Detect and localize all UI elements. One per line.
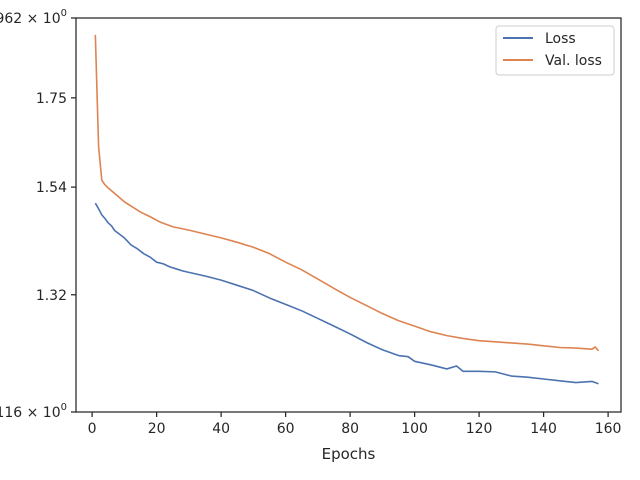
x-tick-label: 140 bbox=[530, 421, 557, 437]
plot-area bbox=[76, 18, 621, 412]
y-tick-label: 1.75 bbox=[36, 91, 67, 107]
legend-label-val-loss: Val. loss bbox=[545, 53, 602, 69]
plot-frame bbox=[75, 17, 622, 413]
y-tick-label: 1.54 bbox=[36, 180, 67, 196]
x-tick-label: 20 bbox=[148, 421, 166, 437]
legend-label-loss: Loss bbox=[545, 31, 576, 47]
x-tick-label: 100 bbox=[401, 421, 428, 437]
y-tick-label: 1.962 × 100 bbox=[0, 8, 67, 27]
series-line-val-loss bbox=[94, 34, 600, 352]
legend: Loss Val. loss bbox=[495, 25, 615, 76]
x-tick-label: 160 bbox=[595, 421, 622, 437]
x-tick-label: 120 bbox=[466, 421, 493, 437]
x-tick-label: 40 bbox=[212, 421, 230, 437]
x-tick-label: 80 bbox=[341, 421, 359, 437]
series-layer bbox=[94, 34, 600, 385]
x-axis-label: Epochs bbox=[322, 445, 376, 463]
x-tick-label: 0 bbox=[88, 421, 97, 437]
y-axis: 1.116 × 100 1.32 1.54 1.75 1.962 × 100 bbox=[0, 8, 76, 421]
series-line-loss bbox=[94, 202, 599, 385]
y-tick-label: 1.32 bbox=[36, 288, 67, 304]
y-tick-label: 1.116 × 100 bbox=[0, 402, 67, 421]
x-tick-label: 60 bbox=[277, 421, 295, 437]
x-axis: 0 20 40 60 80 100 120 140 160 bbox=[88, 412, 622, 437]
